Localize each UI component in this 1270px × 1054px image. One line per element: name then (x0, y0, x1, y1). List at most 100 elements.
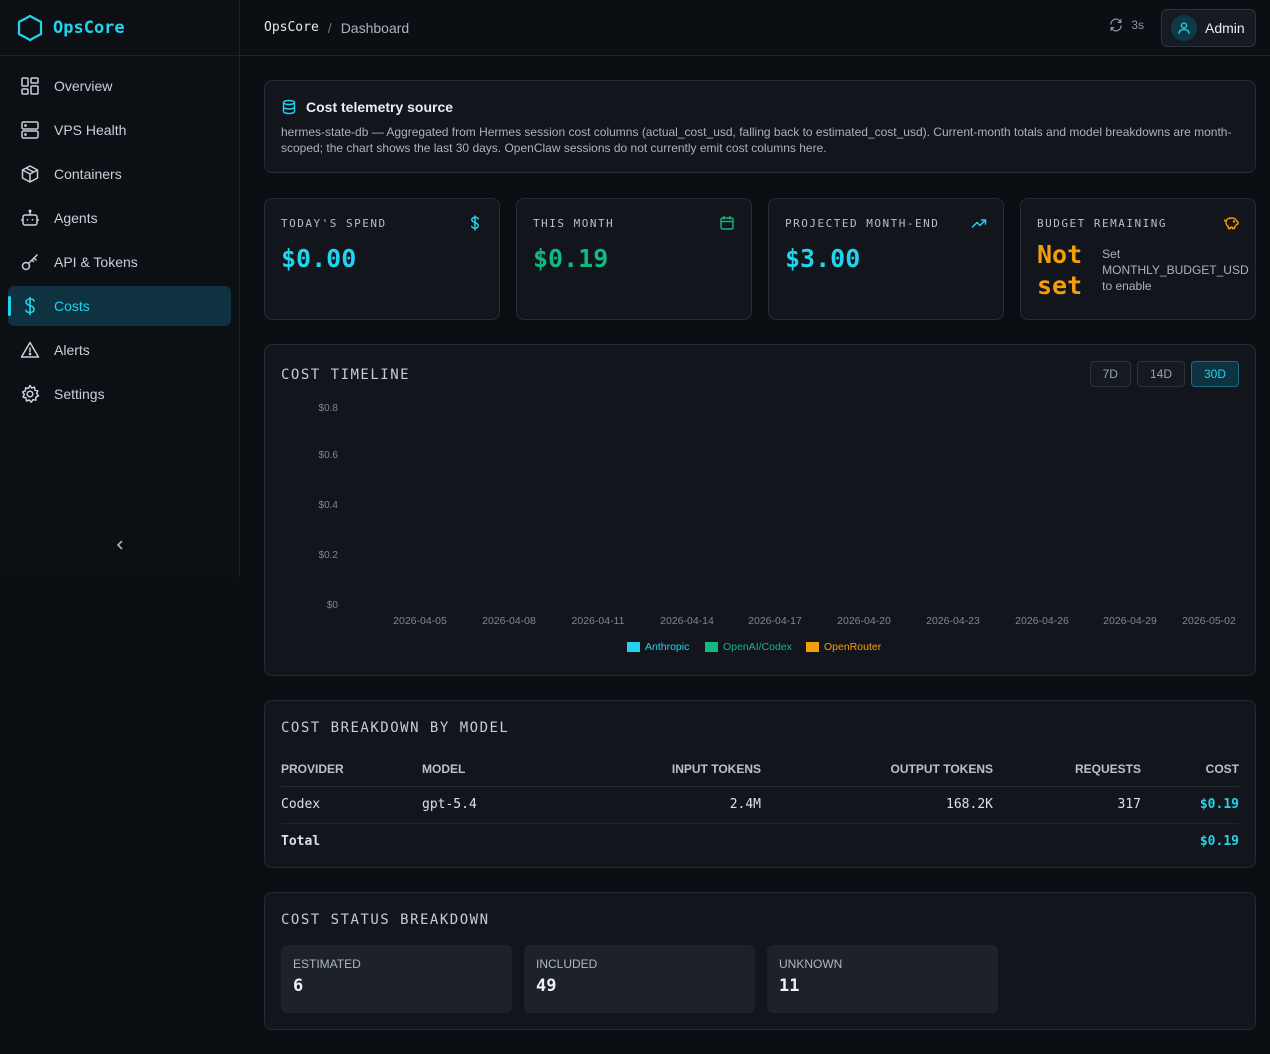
breadcrumb-separator: / (327, 19, 332, 36)
y-tick-label: $0 (327, 600, 339, 611)
column-header-output-tokens[interactable]: OUTPUT TOKENS (761, 752, 993, 787)
sidebar-item-alerts[interactable]: Alerts (8, 330, 231, 370)
sidebar-item-label: Containers (54, 166, 122, 182)
refresh-indicator[interactable]: 3s (1109, 18, 1144, 32)
kpi-card-this-month: THIS MONTH $0.19 (516, 198, 752, 320)
box-icon (21, 165, 39, 183)
range-button-7d[interactable]: 7D (1089, 361, 1131, 387)
refresh-icon (1110, 18, 1122, 32)
cost-timeline-chart: $0.8 $0.6 $0.4 $0.2 $0 2026-04-05 2026-04-08 20… (319, 403, 1236, 653)
kpi-card-budget-remaining: BUDGET REMAINING Not set Set MONTHLY_BUD… (1020, 198, 1256, 320)
breakdown-table: PROVIDER MODEL INPUT TOKENS OUTPUT TOKEN… (281, 752, 1239, 860)
column-header-cost[interactable]: COST (1141, 752, 1239, 787)
sidebar-item-agents[interactable]: Agents (8, 198, 231, 238)
sidebar-item-containers[interactable]: Containers (8, 154, 231, 194)
budget-value-line1: Not (1037, 240, 1083, 269)
breadcrumb: OpsCore / Dashboard (264, 20, 409, 36)
x-tick-label: 2026-04-05 (393, 615, 447, 627)
dollar-icon (25, 296, 35, 316)
calendar-icon (720, 215, 734, 230)
hexagon-logo-icon (17, 14, 43, 41)
topbar: OpsCore / Dashboard 3s Admin (240, 0, 1270, 56)
breadcrumb-root[interactable]: OpsCore (264, 20, 319, 35)
legend-swatch (627, 642, 640, 652)
table-total-row: Total $0.19 (281, 823, 1239, 860)
sidebar-item-label: Agents (54, 210, 98, 226)
refresh-interval: 3s (1131, 18, 1144, 32)
range-button-30d[interactable]: 30D (1190, 361, 1239, 387)
y-tick-label: $0.8 (319, 403, 339, 414)
brand[interactable]: OpsCore (0, 0, 239, 56)
info-title: Cost telemetry source (281, 99, 1239, 115)
user-icon (1178, 22, 1190, 35)
legend-label: OpenAI/Codex (723, 641, 793, 653)
sidebar-item-api-tokens[interactable]: API & Tokens (8, 242, 231, 282)
sidebar-item-costs[interactable]: Costs (8, 286, 231, 326)
x-tick-label: 2026-04-29 (1103, 615, 1157, 627)
kpi-card-projected: PROJECTED MONTH-END $3.00 (768, 198, 1004, 320)
section-title: COST TIMELINE (281, 367, 411, 383)
sidebar-item-overview[interactable]: Overview (8, 66, 231, 106)
user-menu-button[interactable]: Admin (1161, 9, 1256, 47)
x-tick-label: 2026-04-11 (572, 615, 625, 627)
status-row: ESTIMATED 6 INCLUDED 49 UNKNOWN 11 (281, 945, 1239, 1013)
column-header-model[interactable]: MODEL (422, 752, 563, 787)
range-selector: 7D 14D 30D (1089, 361, 1239, 387)
breadcrumb-page: Dashboard (340, 19, 410, 36)
x-tick-label: 2026-04-20 (837, 615, 891, 627)
sidebar-item-vps-health[interactable]: VPS Health (8, 110, 231, 150)
sidebar-item-settings[interactable]: Settings (8, 374, 231, 414)
kpi-label: THIS MONTH (533, 217, 615, 230)
avatar (1171, 15, 1197, 41)
kpi-value: $0.19 (533, 244, 609, 273)
column-header-input-tokens[interactable]: INPUT TOKENS (563, 752, 761, 787)
cell-output-tokens: 168.2K (761, 786, 993, 824)
cell-cost: $0.19 (1141, 786, 1239, 824)
collapse-sidebar-button[interactable] (110, 535, 130, 555)
sidebar-item-label: Settings (54, 386, 105, 402)
kpi-card-today-spend: TODAY'S SPEND $0.00 (264, 198, 500, 320)
x-tick-label: 2026-04-08 (482, 615, 536, 627)
status-box-unknown: UNKNOWN 11 (767, 945, 998, 1013)
x-tick-label: 2026-04-17 (748, 615, 802, 627)
range-button-14d[interactable]: 14D (1136, 361, 1185, 387)
sidebar-nav: Overview VPS Health Containers Agents AP… (0, 56, 239, 428)
legend-label: Anthropic (645, 641, 689, 653)
kpi-label: TODAY'S SPEND (281, 217, 387, 230)
column-header-requests[interactable]: REQUESTS (993, 752, 1141, 787)
key-icon (21, 254, 38, 271)
trending-up-icon (971, 219, 987, 228)
user-name: Admin (1205, 20, 1245, 36)
cell-input-tokens: 2.4M (563, 786, 761, 824)
budget-value-line2: set (1037, 271, 1083, 300)
kpi-value: Not set (1037, 239, 1082, 301)
y-tick-label: $0.2 (319, 550, 339, 561)
chevron-left-icon (116, 540, 123, 550)
legend-label: OpenRouter (824, 641, 882, 653)
status-value: 6 (293, 976, 304, 996)
y-tick-label: $0.6 (319, 450, 339, 461)
sidebar-item-label: Alerts (54, 342, 90, 358)
x-tick-label: 2026-04-23 (926, 615, 980, 627)
budget-value-row: Not set Set MONTHLY_BUDGET_USD to enable (1037, 239, 1249, 301)
cell-model: gpt-5.4 (422, 786, 563, 824)
alert-triangle-icon (20, 341, 40, 358)
bot-icon (21, 209, 39, 226)
x-tick-label: 2026-04-26 (1015, 615, 1069, 627)
legend-swatch (705, 642, 718, 652)
cost-breakdown-card: COST BREAKDOWN BY MODEL PROVIDER MODEL I… (264, 700, 1256, 868)
kpi-label: BUDGET REMAINING (1037, 217, 1167, 230)
x-tick-label: 2026-04-14 (660, 615, 714, 627)
status-label: INCLUDED (536, 957, 598, 971)
section-title: COST BREAKDOWN BY MODEL (281, 720, 510, 736)
budget-note: Set MONTHLY_BUDGET_USD to enable (1102, 247, 1249, 293)
brand-name: OpsCore (53, 17, 125, 38)
column-header-provider[interactable]: PROVIDER (281, 752, 422, 787)
kpi-value: $0.00 (281, 244, 357, 273)
kpi-label: PROJECTED MONTH-END (785, 217, 940, 230)
total-label: Total (281, 834, 321, 850)
sidebar-item-label: API & Tokens (54, 254, 138, 270)
sidebar: OpsCore Overview VPS Health Containers A… (0, 0, 240, 577)
legend-swatch (806, 642, 819, 652)
y-tick-label: $0.4 (319, 500, 339, 511)
